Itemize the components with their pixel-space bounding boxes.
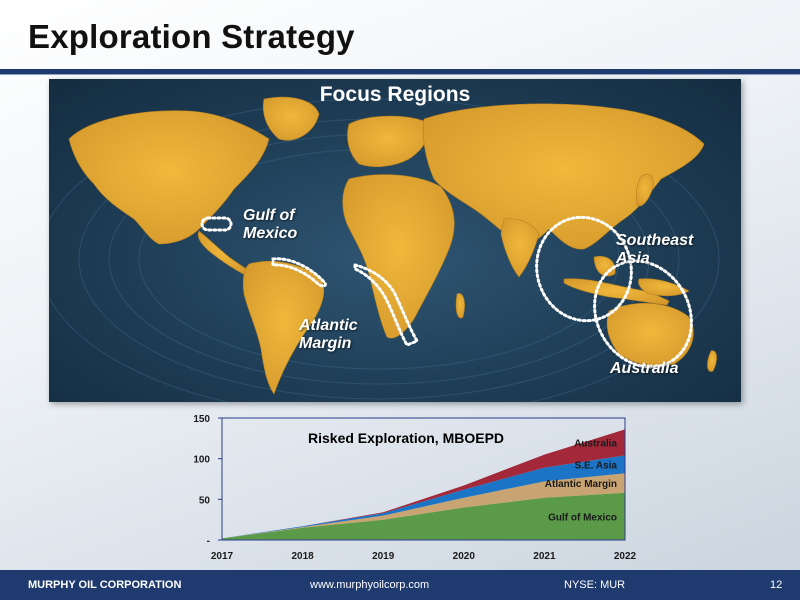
area-series-gulf-of-mexico xyxy=(222,492,625,540)
x-tick-label: 2018 xyxy=(291,551,314,562)
series-label: S.E. Asia xyxy=(575,460,618,471)
atlantic-africa-outline xyxy=(353,263,420,347)
japan-shape xyxy=(635,173,654,207)
y-axis-ticks: - 50 100 150 xyxy=(193,414,222,547)
y-tick-label: 100 xyxy=(193,455,210,466)
atlantic-brazil-outline xyxy=(271,257,327,288)
madagascar-shape xyxy=(455,293,465,319)
footer-company: MURPHY OIL CORPORATION xyxy=(28,579,182,591)
footer-bar: MURPHY OIL CORPORATION www.murphyoilcorp… xyxy=(0,570,800,600)
new-zealand-shape xyxy=(707,350,717,372)
asia-shape xyxy=(422,103,705,250)
series-label: Australia xyxy=(574,438,617,449)
region-label-gulf: Gulf of Mexico xyxy=(243,207,298,242)
x-tick-label: 2022 xyxy=(614,551,637,562)
series-labels: Gulf of Mexico Atlantic Margin S.E. Asia Au… xyxy=(545,438,618,523)
australia-outline xyxy=(593,259,693,369)
y-tick-label: 150 xyxy=(193,414,210,425)
x-axis-ticks: 2017 2018 2019 2020 2021 2022 xyxy=(211,551,637,562)
region-label-seasia: Southeast Asia xyxy=(616,232,694,267)
india-shape xyxy=(500,218,540,278)
north-america-shape xyxy=(68,110,270,245)
africa-shape xyxy=(342,174,455,339)
title-divider-thin xyxy=(0,74,800,75)
new-guinea-shape xyxy=(638,278,690,297)
y-tick-label: - xyxy=(207,536,210,547)
footer-website-link[interactable]: www.murphyoilcorp.com xyxy=(310,579,430,591)
continents xyxy=(68,96,717,395)
borneo-shape xyxy=(593,256,616,277)
series-label: Atlantic Margin xyxy=(545,479,617,490)
exploration-chart: - 50 100 150 2017 2018 2019 2020 2021 2022 Gulf … xyxy=(180,410,640,570)
chart-areas xyxy=(222,429,625,540)
plot-frame xyxy=(221,417,626,541)
title-divider xyxy=(0,69,800,74)
page-number: 12 xyxy=(770,579,783,591)
australia-shape xyxy=(606,303,694,367)
region-label-atlantic: Atlantic Margin xyxy=(299,317,358,352)
map-title: Focus Regions xyxy=(319,83,471,106)
focus-region-outlines xyxy=(200,215,693,369)
area-series-atlantic-margin xyxy=(222,473,625,539)
europe-shape xyxy=(347,115,429,168)
world-map xyxy=(49,96,720,402)
greenland-shape xyxy=(262,96,320,141)
x-tick-label: 2017 xyxy=(211,551,234,562)
x-tick-label: 2021 xyxy=(533,551,556,562)
footer-ticker: NYSE: MUR xyxy=(564,579,626,591)
chart-title: Risked Exploration, MBOEPD xyxy=(308,430,504,446)
y-tick-label: 50 xyxy=(199,495,211,506)
gulf-outline xyxy=(200,216,233,232)
area-series-s-e-asia xyxy=(222,455,625,539)
page-title: Exploration Strategy xyxy=(28,18,355,55)
series-label: Gulf of Mexico xyxy=(548,512,617,523)
world-map-panel: Focus Regions Gulf of Mexico Atlantic Marg… xyxy=(49,79,741,402)
indonesia-shape xyxy=(563,278,670,306)
exploration-chart-svg: - 50 100 150 2017 2018 2019 2020 2021 2022 Gulf … xyxy=(193,414,637,562)
x-tick-label: 2020 xyxy=(453,551,476,562)
x-tick-label: 2019 xyxy=(372,551,395,562)
central-america-shape xyxy=(197,230,250,276)
region-label-australia: Australia xyxy=(610,360,679,377)
